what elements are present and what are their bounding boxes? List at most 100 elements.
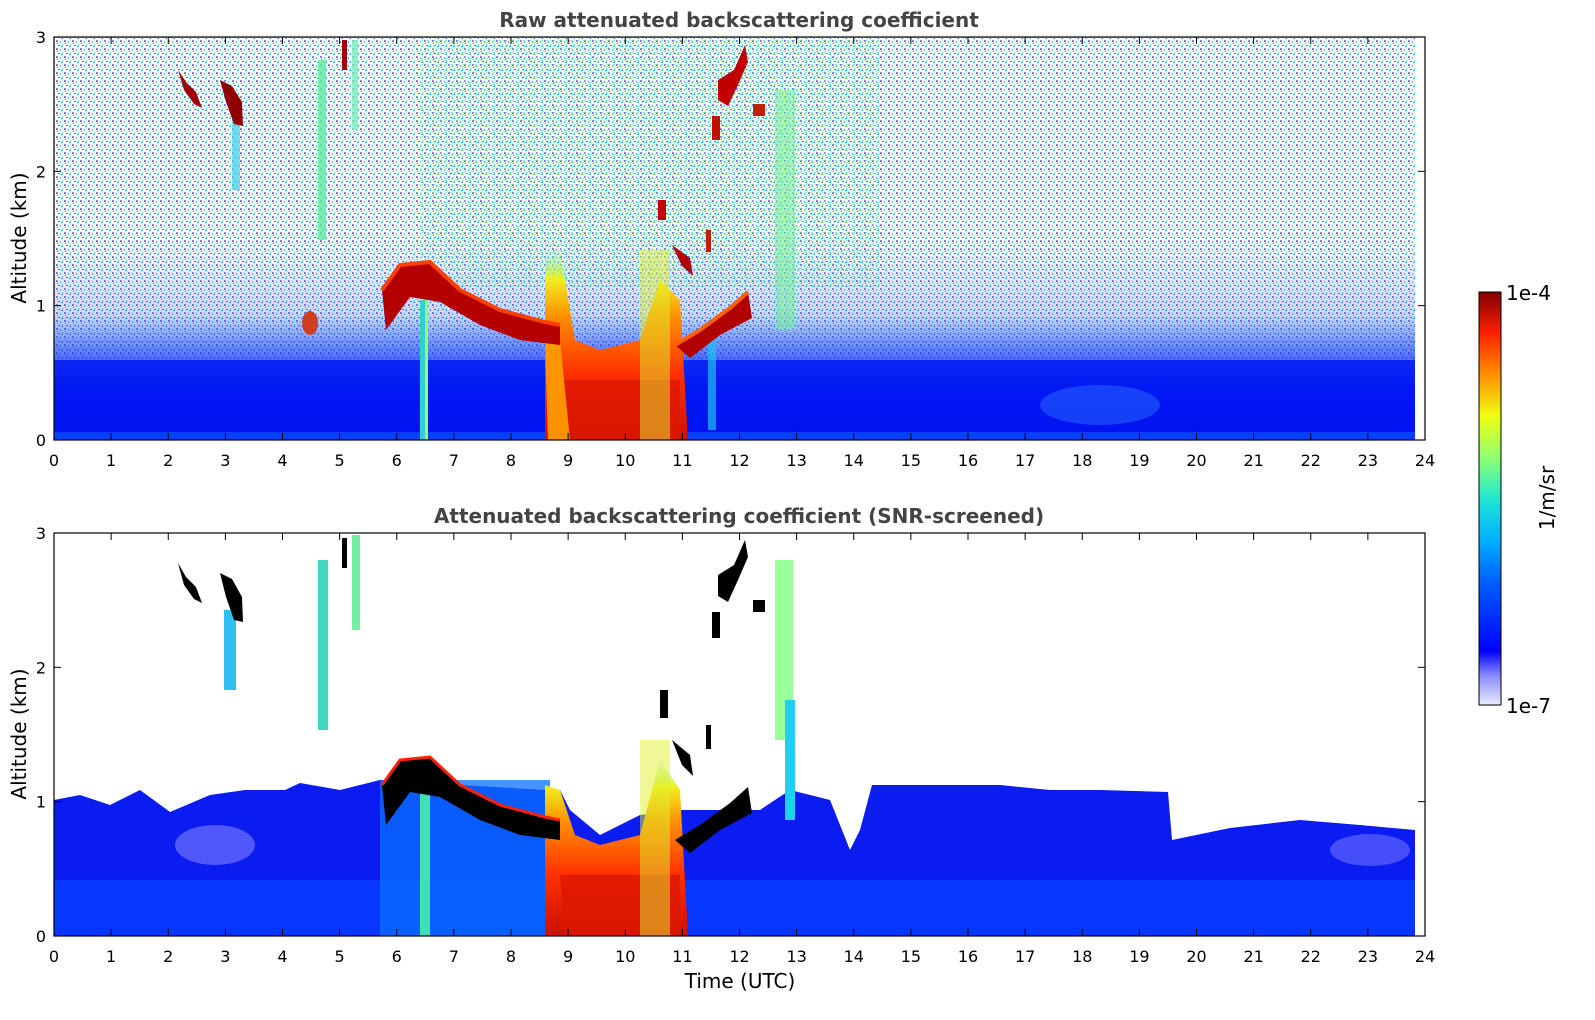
x-tick-label: 19 (1129, 451, 1149, 470)
colorbar-gradient (1478, 291, 1502, 706)
elevated-cloud (178, 70, 202, 108)
y-axis-label: Altitude (km) (7, 172, 31, 303)
x-tick-label: 0 (49, 451, 59, 470)
tick-group: 0 1 2 3 4 5 6 7 8 9 10 11 12 13 14 15 16 17 18 19 20 21 22 23 24… (36, 28, 1435, 470)
y-tick-label: 1 (36, 297, 46, 316)
colorbar-unit-label: 1/m/sr (1535, 465, 1559, 530)
elevated-cloud (718, 540, 748, 602)
x-tick-label: 5 (335, 947, 345, 966)
cloud-patch (302, 311, 318, 335)
x-tick-label: 12 (729, 947, 749, 966)
cloud-top (380, 755, 561, 822)
elevated-cloud (706, 725, 711, 749)
x-tick-label: 7 (449, 451, 459, 470)
x-tick-label: 11 (672, 451, 692, 470)
fall-streak (775, 560, 793, 740)
y-tick-label: 1 (36, 793, 46, 812)
patch (1330, 834, 1410, 866)
cloud-top (380, 259, 561, 327)
x-tick-label: 9 (563, 451, 573, 470)
x-tick-label: 5 (335, 451, 345, 470)
x-tick-label: 18 (1072, 947, 1092, 966)
fall-streak (420, 300, 428, 440)
fall-streak (224, 610, 236, 690)
y-axis-label: Altitude (km) (7, 668, 31, 799)
x-tick-label: 24 (1415, 451, 1435, 470)
x-tick-label: 23 (1358, 947, 1378, 966)
chart-title: Attenuated backscattering coefficient (S… (434, 504, 1044, 528)
elevated-cloud (672, 245, 693, 276)
y-tick-label: 2 (36, 162, 46, 181)
x-tick-label: 14 (844, 451, 864, 470)
x-tick-label: 15 (901, 451, 921, 470)
x-tick-label: 22 (1301, 947, 1321, 966)
boundary-layer-lower (54, 880, 1415, 936)
fall-streak (352, 40, 358, 130)
x-tick-label: 18 (1072, 451, 1092, 470)
x-tick-label: 20 (1186, 947, 1206, 966)
x-tick-label: 14 (844, 947, 864, 966)
fall-streak (425, 300, 428, 440)
panel-screened: Attenuated backscattering coefficient (S… (7, 504, 1435, 993)
elevated-cloud (718, 45, 748, 106)
cloud-layer (382, 757, 560, 840)
fall-streak (232, 110, 240, 190)
x-tick-label: 23 (1358, 451, 1378, 470)
colorbar: 1e-4 1e-7 1/m/sr (1478, 281, 1559, 718)
elevated-cloud (712, 612, 720, 638)
elevated-cloud (753, 104, 765, 116)
fall-streak (775, 90, 795, 330)
x-tick-label: 3 (220, 451, 230, 470)
elevated-cloud (712, 116, 720, 140)
precip-streak (640, 740, 670, 936)
y-tick-label: 0 (36, 927, 46, 946)
x-tick-label: 21 (1243, 451, 1263, 470)
elevated-cloud (178, 563, 202, 603)
x-tick-label: 17 (1015, 947, 1035, 966)
x-tick-label: 6 (392, 451, 402, 470)
elevated-cloud (658, 200, 666, 220)
elevated-cloud (220, 80, 243, 126)
x-tick-label: 16 (958, 451, 978, 470)
elevated-cloud (753, 600, 765, 612)
patch (1040, 385, 1160, 425)
colorbar-min-label: 1e-7 (1506, 694, 1551, 718)
x-tick-label: 7 (449, 947, 459, 966)
y-tick-label: 0 (36, 431, 46, 450)
elevated-cloud (342, 538, 347, 568)
x-tick-label: 22 (1301, 451, 1321, 470)
x-tick-label: 10 (615, 947, 635, 966)
cloud-layer (382, 262, 560, 345)
patch (175, 825, 255, 865)
x-tick-label: 2 (163, 947, 173, 966)
x-tick-label: 6 (392, 947, 402, 966)
x-tick-label: 15 (901, 947, 921, 966)
x-tick-label: 13 (786, 451, 806, 470)
panel-raw: Raw attenuated backscattering coefficien… (7, 8, 1435, 470)
x-tick-label: 9 (563, 947, 573, 966)
tick-group: 0 1 2 3 4 5 6 7 8 9 10 11 12 13 14 15 16 17 18 19 20 21 22 23 24… (36, 524, 1435, 966)
x-tick-label: 10 (615, 451, 635, 470)
x-tick-label: 20 (1186, 451, 1206, 470)
fall-streak (352, 535, 360, 630)
x-tick-label: 12 (729, 451, 749, 470)
elevated-cloud (342, 40, 347, 70)
colorbar-max-label: 1e-4 (1506, 281, 1551, 305)
elevated-cloud (672, 740, 693, 776)
x-tick-label: 1 (106, 947, 116, 966)
fall-streak (318, 60, 326, 240)
x-tick-label: 3 (220, 947, 230, 966)
heatmap-screened (54, 533, 1415, 936)
y-tick-label: 2 (36, 658, 46, 677)
x-tick-label: 19 (1129, 947, 1149, 966)
elevated-cloud (706, 230, 711, 252)
x-tick-label: 13 (786, 947, 806, 966)
elevated-cloud (660, 690, 668, 718)
x-tick-label: 2 (163, 451, 173, 470)
fall-streak (420, 780, 430, 936)
fall-streak (708, 320, 716, 430)
cloud-layer-east (675, 787, 752, 853)
precip-edge (545, 340, 570, 440)
fall-streak (318, 560, 328, 730)
